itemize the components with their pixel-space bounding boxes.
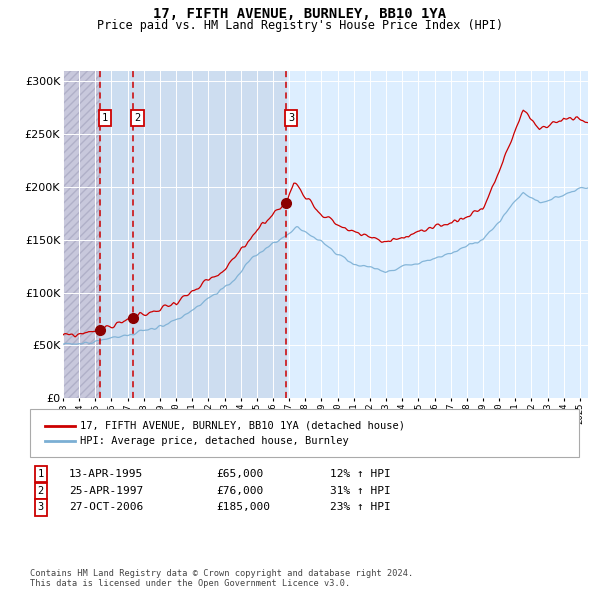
Text: Price paid vs. HM Land Registry's House Price Index (HPI): Price paid vs. HM Land Registry's House … [97, 19, 503, 32]
Text: 13-APR-1995: 13-APR-1995 [69, 469, 143, 478]
Text: 1: 1 [38, 469, 44, 478]
Bar [63, 71, 100, 398]
Text: 17, FIFTH AVENUE, BURNLEY, BB10 1YA (detached house): 17, FIFTH AVENUE, BURNLEY, BB10 1YA (det… [80, 421, 405, 431]
Bar [63, 71, 100, 398]
Text: 23% ↑ HPI: 23% ↑ HPI [330, 503, 391, 512]
Bar [100, 71, 133, 398]
Text: HPI: Average price, detached house, Burnley: HPI: Average price, detached house, Burn… [80, 436, 349, 445]
Text: 27-OCT-2006: 27-OCT-2006 [69, 503, 143, 512]
Text: 3: 3 [38, 503, 44, 512]
Text: 2: 2 [134, 113, 140, 123]
Text: 2: 2 [38, 486, 44, 496]
Text: 12% ↑ HPI: 12% ↑ HPI [330, 469, 391, 478]
Text: 1: 1 [101, 113, 107, 123]
Text: 3: 3 [288, 113, 294, 123]
Bar [133, 71, 286, 398]
Text: 31% ↑ HPI: 31% ↑ HPI [330, 486, 391, 496]
Text: Contains HM Land Registry data © Crown copyright and database right 2024.
This d: Contains HM Land Registry data © Crown c… [30, 569, 413, 588]
Text: £65,000: £65,000 [216, 469, 263, 478]
Text: 25-APR-1997: 25-APR-1997 [69, 486, 143, 496]
Text: £76,000: £76,000 [216, 486, 263, 496]
Text: 17, FIFTH AVENUE, BURNLEY, BB10 1YA: 17, FIFTH AVENUE, BURNLEY, BB10 1YA [154, 7, 446, 21]
Text: £185,000: £185,000 [216, 503, 270, 512]
